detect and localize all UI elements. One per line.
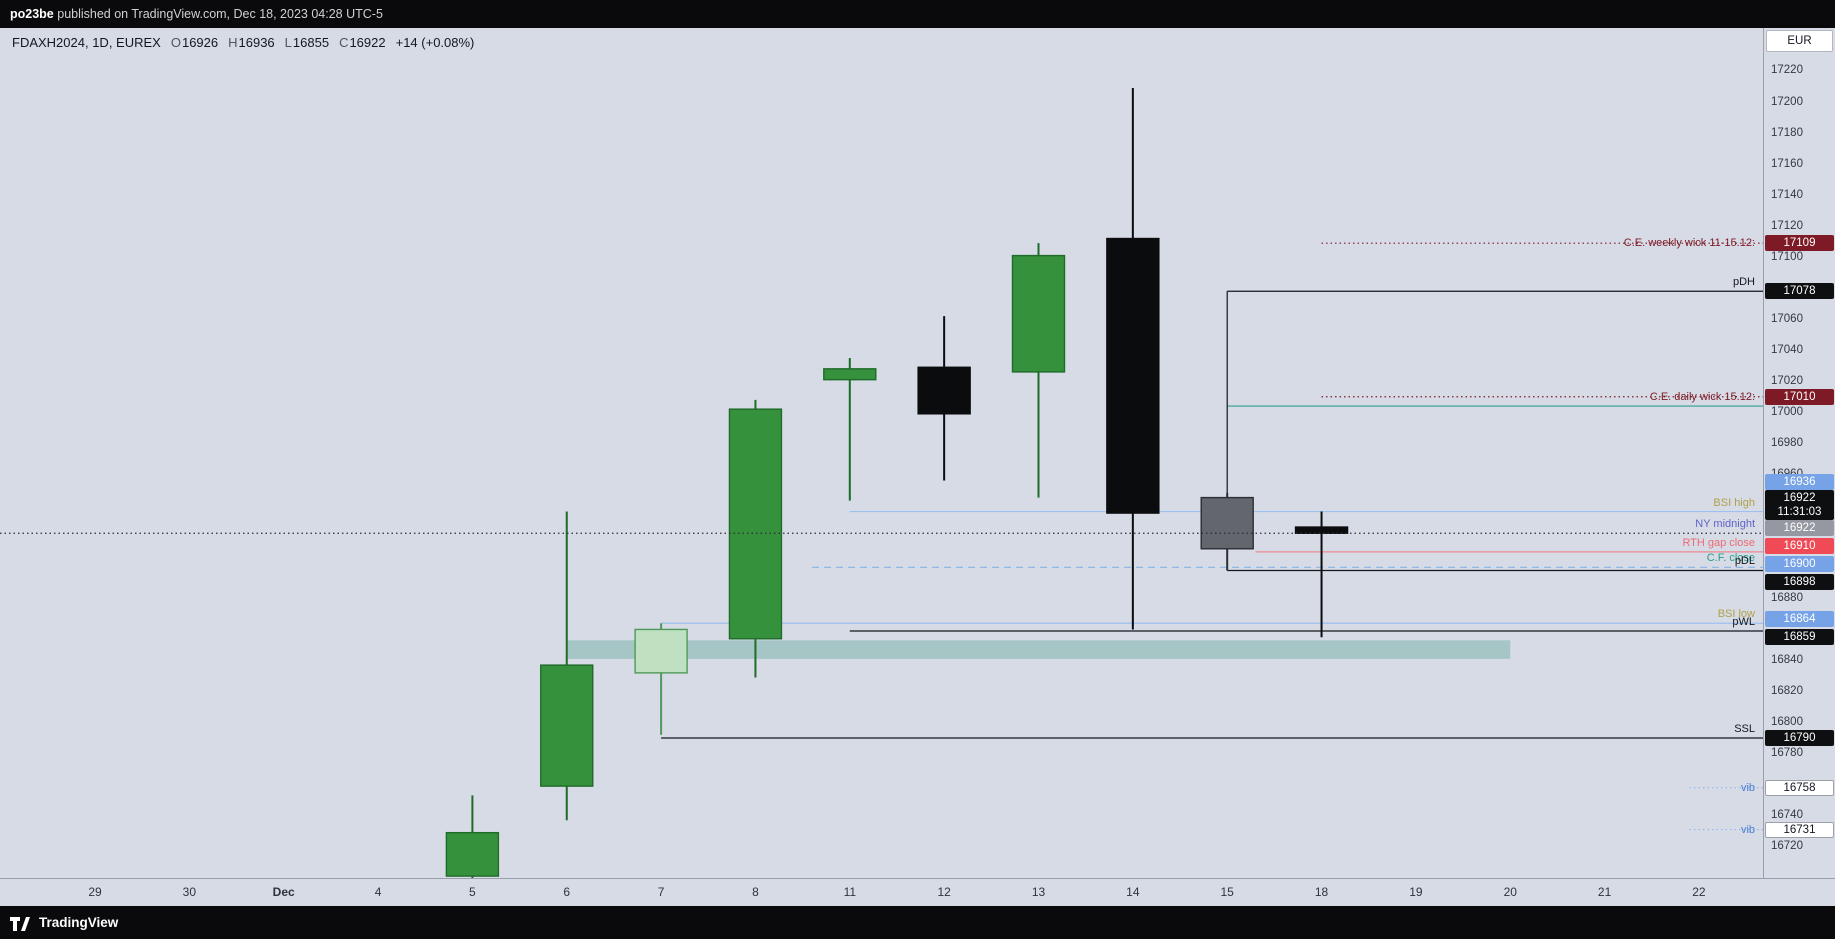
- candle-body: [540, 664, 594, 787]
- ohlc-high: H16936: [228, 35, 275, 50]
- price-label-cf-close: 16900: [1765, 556, 1834, 573]
- candle-dec-6[interactable]: [540, 511, 594, 821]
- footer-bar: TradingView: [0, 906, 1835, 939]
- price-label-ny-midnight: 16922: [1765, 520, 1834, 537]
- time-tick-18: 18: [1314, 885, 1329, 899]
- price-label-bsi-low: 16864: [1765, 611, 1834, 628]
- candle-body: [728, 408, 783, 640]
- price-label-pdh: 17078: [1765, 283, 1834, 300]
- price-label-ce-daily-wick: 17010: [1765, 388, 1834, 405]
- price-label-bsi-high: 16936: [1765, 473, 1834, 490]
- candle-body: [1011, 254, 1066, 373]
- candle-dec-12[interactable]: [917, 316, 971, 481]
- price-tick-17160: 17160: [1771, 157, 1803, 170]
- symbol-ohlc-header[interactable]: FDAXH2024, 1D, EUREX O16926 H16936 L1685…: [12, 35, 474, 50]
- brand-name: TradingView: [39, 915, 119, 930]
- chart-canvas[interactable]: C.E. weekly wick 11-15.12: pDH C.E. daily …: [0, 28, 1763, 878]
- price-tick-17220: 17220: [1771, 64, 1803, 77]
- candle-dec-7[interactable]: [634, 623, 688, 735]
- candle-dec-18[interactable]: [1294, 511, 1349, 638]
- tradingview-logo[interactable]: [9, 915, 31, 931]
- ohlc-low: L16855: [284, 35, 330, 50]
- price-label-rth-gap-close: 16910: [1765, 537, 1834, 554]
- time-tick-15: 15: [1220, 885, 1234, 899]
- price-tick-16720: 16720: [1771, 840, 1803, 853]
- candle-body: [1106, 237, 1160, 514]
- time-tick-Dec: Dec: [272, 885, 295, 899]
- price-tick-17020: 17020: [1771, 374, 1803, 387]
- symbol-title[interactable]: FDAXH2024, 1D, EUREX: [12, 35, 161, 50]
- price-label-pdl: 16898: [1765, 574, 1834, 591]
- time-tick-13: 13: [1031, 885, 1046, 899]
- candle-dec-5[interactable]: [445, 795, 500, 878]
- time-tick-5: 5: [469, 885, 476, 899]
- candle-body: [634, 628, 688, 674]
- time-tick-14: 14: [1126, 885, 1140, 899]
- time-tick-7: 7: [657, 885, 665, 899]
- price-tick-17040: 17040: [1771, 343, 1803, 356]
- candle-dec-8[interactable]: [728, 399, 783, 678]
- ohlc-open: O16926: [170, 35, 219, 50]
- time-tick-8: 8: [752, 885, 759, 899]
- candle-dec-13[interactable]: [1011, 243, 1066, 498]
- price-label-vib-lower: 16731: [1765, 821, 1834, 838]
- currency-label[interactable]: EUR: [1766, 30, 1833, 52]
- candle-dec-15[interactable]: [1200, 492, 1254, 571]
- price-label-vib-upper: 16758: [1765, 779, 1834, 796]
- candle-body: [1200, 496, 1254, 550]
- price-label-ce-weekly-wick: 17109: [1765, 235, 1834, 252]
- price-tick-17120: 17120: [1771, 219, 1803, 232]
- ohlc-close: C16922: [339, 35, 386, 50]
- candle-dec-14[interactable]: [1106, 88, 1160, 630]
- price-tick-16880: 16880: [1771, 591, 1803, 604]
- zone-band[interactable]: [566, 640, 1511, 659]
- time-tick-4: 4: [374, 885, 382, 899]
- price-label-ssl: 16790: [1765, 730, 1834, 747]
- time-tick-22: 22: [1692, 885, 1706, 899]
- price-tick-17200: 17200: [1771, 95, 1803, 108]
- price-tick-17100: 17100: [1771, 250, 1803, 263]
- time-tick-29: 29: [88, 885, 102, 899]
- publish-info: published on TradingView.com, Dec 18, 20…: [53, 7, 383, 21]
- time-tick-21: 21: [1597, 885, 1612, 899]
- candle-body: [823, 368, 877, 381]
- price-chart-plot[interactable]: [0, 28, 1763, 878]
- candle-dec-11[interactable]: [823, 357, 877, 501]
- time-tick-19: 19: [1409, 885, 1423, 899]
- price-tick-17180: 17180: [1771, 126, 1803, 139]
- time-tick-6: 6: [563, 885, 571, 899]
- candle-body: [1294, 526, 1349, 534]
- price-axis[interactable]: EUR 17220 17200 17180 17160 17140 17120 17100 1…: [1763, 28, 1835, 878]
- time-axis[interactable]: 29 30 Dec 4 5 6 7 8 11 12 13 14 15 18 19 20 21 22: [0, 878, 1835, 906]
- price-tick-16800: 16800: [1771, 716, 1803, 729]
- change-badge: +14 (+0.08%): [395, 35, 475, 50]
- bar-countdown: 11:31:03: [1777, 506, 1822, 519]
- time-tick-30: 30: [182, 885, 197, 899]
- price-tick-16980: 16980: [1771, 436, 1803, 449]
- price-tick-16840: 16840: [1771, 653, 1803, 666]
- candle-body: [917, 366, 971, 415]
- time-tick-12: 12: [937, 885, 951, 899]
- price-tick-17000: 17000: [1771, 405, 1803, 418]
- price-label-pwl: 16859: [1765, 628, 1834, 645]
- price-tick-17140: 17140: [1771, 188, 1803, 201]
- time-tick-20: 20: [1503, 885, 1517, 899]
- price-tick-16820: 16820: [1771, 684, 1803, 697]
- candle-body: [445, 831, 500, 877]
- price-label-last-price: 16922 11:31:03: [1765, 490, 1834, 521]
- price-tick-16740: 16740: [1771, 809, 1803, 822]
- time-tick-11: 11: [843, 885, 857, 899]
- publisher-username: po23be: [10, 7, 54, 21]
- price-tick-16780: 16780: [1771, 747, 1803, 760]
- price-tick-17060: 17060: [1771, 312, 1803, 325]
- publish-bar: po23be published on TradingView.com, Dec…: [0, 0, 1835, 28]
- chart-main-row: C.E. weekly wick 11-15.12: pDH C.E. daily …: [0, 28, 1835, 878]
